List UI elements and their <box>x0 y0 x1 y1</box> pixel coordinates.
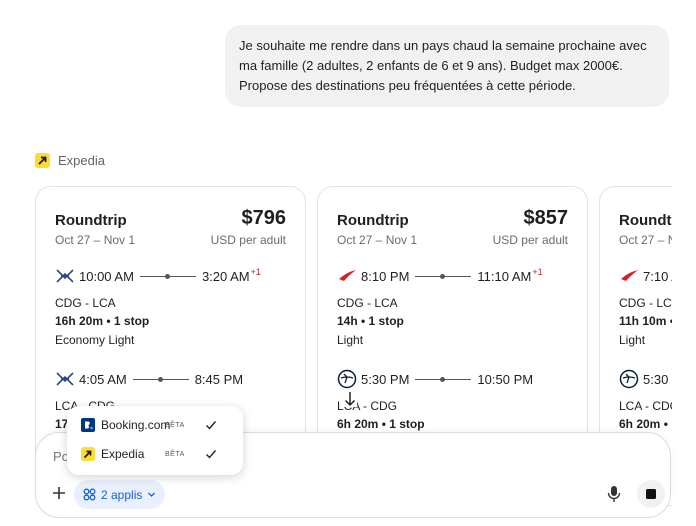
price-note: USD per adult <box>210 233 286 247</box>
depart-time: 4:05 AM <box>79 371 127 387</box>
fare: Economy Light <box>55 333 135 347</box>
depart-time: 5:30 <box>643 371 669 387</box>
flight-times: 5:30 PM 10:50 PM <box>337 369 533 389</box>
expedia-icon <box>35 153 50 168</box>
menu-item[interactable]: Expedia BÊTA <box>81 447 231 461</box>
trip-type: Roundtrip <box>337 212 409 229</box>
route-line <box>132 376 189 382</box>
dates: Oct 27 – Nov 1 <box>337 233 418 247</box>
user-message: Je souhaite me rendre dans un pays chaud… <box>225 25 669 107</box>
price-note: USD per adult <box>492 233 568 247</box>
flight-times: 10:00 AM 3:20 AM +1 <box>55 266 261 286</box>
mic-button[interactable] <box>607 485 621 503</box>
duration: 6h 20m • 1 stop <box>337 417 425 431</box>
duration: 11h 10m • <box>619 314 672 328</box>
app-badge: BÊTA <box>165 450 185 458</box>
trip-type: Roundtrip <box>55 212 127 229</box>
depart-time: 10:00 AM <box>79 268 134 284</box>
duration: 14h • 1 stop <box>337 314 404 328</box>
apps-menu: Booking.com BÊTA Expedia BÊTA <box>67 406 243 475</box>
arrive-time: 11:10 AM <box>477 268 532 284</box>
checkmark <box>206 450 217 459</box>
flight-times: 4:05 AM 8:45 PM <box>55 369 243 389</box>
source-name: Expedia <box>58 153 105 168</box>
airline-logo <box>339 270 356 281</box>
price: $796 <box>241 207 287 229</box>
stop-icon <box>646 489 656 499</box>
price: $857 <box>523 207 569 229</box>
add-button[interactable] <box>51 485 67 501</box>
depart-time: 8:10 PM <box>361 268 410 284</box>
airline-logo <box>337 369 357 389</box>
trip-type: Roundtrip <box>619 212 672 229</box>
fare: Light <box>619 333 646 347</box>
duration: 6h 20m • <box>619 417 668 431</box>
arrive-time: 10:50 PM <box>477 371 534 387</box>
arrive-time: 8:45 PM <box>194 371 244 387</box>
fare: Light <box>337 333 364 347</box>
route: CDG - LCA <box>55 296 116 310</box>
route-line <box>139 273 196 279</box>
apps-icon <box>83 488 96 501</box>
stop-button[interactable] <box>637 480 665 508</box>
route: LCA - CDG <box>619 399 672 413</box>
dates: Oct 27 – Nov 1 <box>55 233 136 247</box>
airline-logo <box>621 270 638 281</box>
cursor-arrow <box>343 391 357 407</box>
duration: 17 <box>55 417 69 431</box>
flight-times: 7:10 A <box>619 266 672 286</box>
dates: Oct 27 – Nov 1 <box>619 233 672 247</box>
flight-times: 5:30 <box>619 369 668 389</box>
route: CDG - LCA <box>619 296 672 310</box>
airline-logo <box>619 369 639 389</box>
chevron <box>148 492 156 497</box>
app-name: Expedia <box>101 447 145 461</box>
duration: 16h 20m • 1 stop <box>55 314 150 328</box>
airline-logo <box>56 372 74 386</box>
depart-time: 5:30 PM <box>361 371 410 387</box>
app-badge: BÊTA <box>165 421 185 429</box>
flight-times: 8:10 PM 11:10 AM +1 <box>337 266 543 286</box>
app-name: Booking.com <box>101 418 171 432</box>
route: CDG - LCA <box>337 296 398 310</box>
day-offset: +1 <box>250 267 261 277</box>
apps-button[interactable]: 2 applis <box>74 480 165 509</box>
menu-item[interactable]: Booking.com BÊTA <box>81 418 231 432</box>
apps-label: 2 applis <box>101 487 143 502</box>
arrive-time: 3:20 AM <box>201 268 250 284</box>
route-line <box>415 376 472 382</box>
app-icon <box>81 447 95 461</box>
source-label: Expedia <box>35 153 105 168</box>
placeholder: Po <box>53 449 69 464</box>
route-line <box>415 273 472 279</box>
depart-time: 7:10 A <box>643 268 672 284</box>
airline-logo <box>56 269 74 283</box>
checkmark <box>206 421 217 430</box>
app-icon <box>81 418 95 432</box>
day-offset: +1 <box>532 267 543 277</box>
